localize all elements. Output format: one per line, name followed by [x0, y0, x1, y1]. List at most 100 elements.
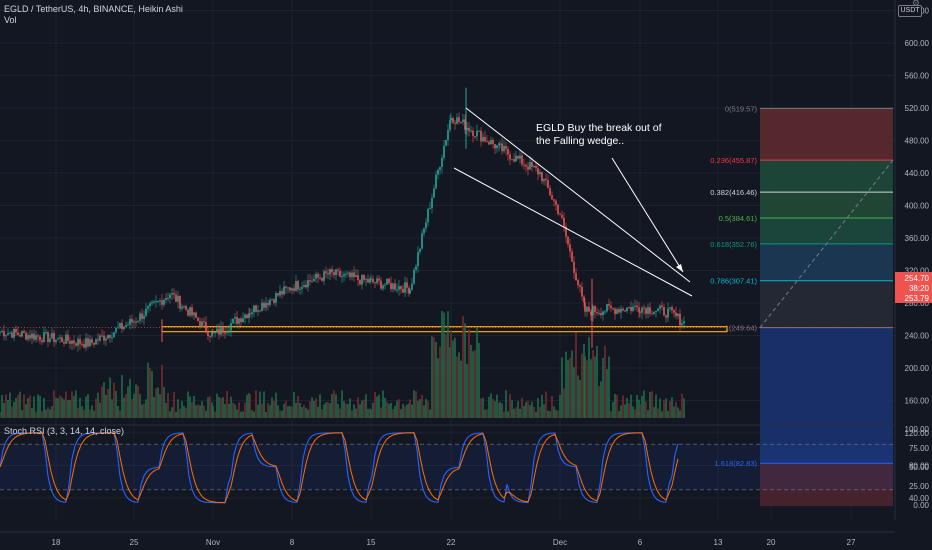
- candle-body: [636, 305, 638, 308]
- candle-body: [521, 155, 523, 165]
- volume-bar: [119, 410, 121, 418]
- candle-body: [230, 323, 232, 331]
- fibonacci-retracement[interactable]: 0(519.57) 0.236(455.87) 0.382(416.46) 0.5(3…: [710, 104, 894, 507]
- currency-button[interactable]: USDT: [898, 5, 922, 17]
- volume-bar: [573, 367, 575, 418]
- volume-bar: [598, 386, 600, 418]
- candle-body: [159, 300, 161, 302]
- idea-annotation[interactable]: EGLD Buy the break out of the Falling we…: [536, 122, 726, 148]
- candle-body: [232, 318, 234, 324]
- volume-bar: [95, 398, 97, 418]
- volume-bar: [222, 397, 224, 418]
- volume-bar: [643, 390, 645, 418]
- candle-body: [634, 305, 636, 307]
- candle-body: [602, 311, 604, 316]
- time-tick-label: 6: [638, 538, 643, 547]
- candle-body: [378, 278, 380, 281]
- volume-bar: [413, 390, 415, 418]
- volume-bar: [234, 404, 236, 418]
- candle-body: [13, 328, 15, 338]
- volume-bar: [212, 406, 214, 418]
- candle-body: [394, 283, 396, 290]
- volume-bar: [470, 344, 472, 418]
- candle-body: [7, 333, 9, 336]
- candle-body: [195, 312, 197, 318]
- volume-bar: [317, 406, 319, 418]
- volume-bar: [97, 392, 99, 418]
- candle-body: [462, 119, 464, 123]
- volume-bar: [435, 341, 437, 418]
- volume-bar: [289, 406, 291, 418]
- candle-body: [575, 272, 577, 281]
- candle-body: [382, 285, 384, 289]
- candle-body: [498, 143, 500, 146]
- volume-bar: [77, 407, 79, 418]
- volume-bar: [135, 384, 137, 418]
- candle-body: [289, 287, 291, 291]
- candle-body: [123, 326, 125, 330]
- volume-bar: [498, 402, 500, 418]
- volume-bar: [482, 397, 484, 418]
- volume-bar: [205, 410, 207, 418]
- candle-body: [275, 293, 277, 303]
- candle-body: [620, 308, 622, 313]
- candle-body: [115, 328, 117, 333]
- volume-bar: [561, 357, 563, 418]
- volume-bar: [257, 404, 259, 418]
- candle-body: [37, 335, 39, 337]
- candle-body: [121, 322, 123, 330]
- candle-body: [665, 315, 667, 318]
- volume-bar: [75, 390, 77, 418]
- price-tick-label: 240.00: [905, 332, 930, 341]
- last-price-badge: [895, 272, 932, 303]
- candle-body: [93, 342, 95, 345]
- candle-body: [396, 289, 398, 291]
- candle-body: [191, 307, 193, 316]
- volume-bar: [3, 402, 5, 418]
- volume-bar: [523, 405, 525, 418]
- volume-bar: [71, 391, 73, 418]
- candle-body: [496, 145, 498, 149]
- rsi-tick-label: 75.00: [909, 444, 930, 453]
- candle-body: [577, 280, 579, 286]
- candle-body: [673, 310, 675, 313]
- volume-bar: [606, 369, 608, 418]
- volume-bar: [319, 394, 321, 418]
- candle-body: [281, 290, 283, 295]
- volume-bar: [509, 394, 511, 418]
- price-tick-label: 200.00: [905, 364, 930, 373]
- candle-body: [319, 277, 321, 279]
- volume-bar: [179, 408, 181, 418]
- falling-wedge[interactable]: [453, 107, 693, 297]
- volume-bar: [468, 329, 470, 418]
- volume-bar: [347, 404, 349, 418]
- volume-bar: [549, 411, 551, 418]
- volume-bar: [376, 396, 378, 418]
- candle-body: [141, 313, 143, 319]
- volume-bar: [638, 399, 640, 418]
- candle-body: [49, 338, 51, 343]
- candle-body: [179, 295, 181, 309]
- candle-body: [137, 320, 139, 323]
- volume-bar: [199, 405, 201, 418]
- volume-bar: [622, 395, 624, 418]
- volume-bar: [417, 400, 419, 418]
- volume-bar: [419, 399, 421, 418]
- candle-body: [339, 270, 341, 277]
- candle-body: [466, 127, 468, 130]
- volume-bar: [137, 385, 139, 418]
- candle-body: [341, 276, 343, 278]
- volume-bar: [259, 391, 261, 418]
- volume-bar: [15, 397, 17, 418]
- settings-gear-icon[interactable]: ⚙: [911, 0, 920, 8]
- rsi-band-fill: [0, 444, 895, 490]
- candle-body: [632, 306, 634, 311]
- volume-bar: [541, 394, 543, 418]
- volume-bar: [584, 356, 586, 418]
- candle-body: [325, 271, 327, 274]
- candle-body: [456, 117, 458, 124]
- candle-body: [3, 331, 5, 337]
- volume-bar: [187, 391, 189, 418]
- candle-body: [499, 143, 501, 145]
